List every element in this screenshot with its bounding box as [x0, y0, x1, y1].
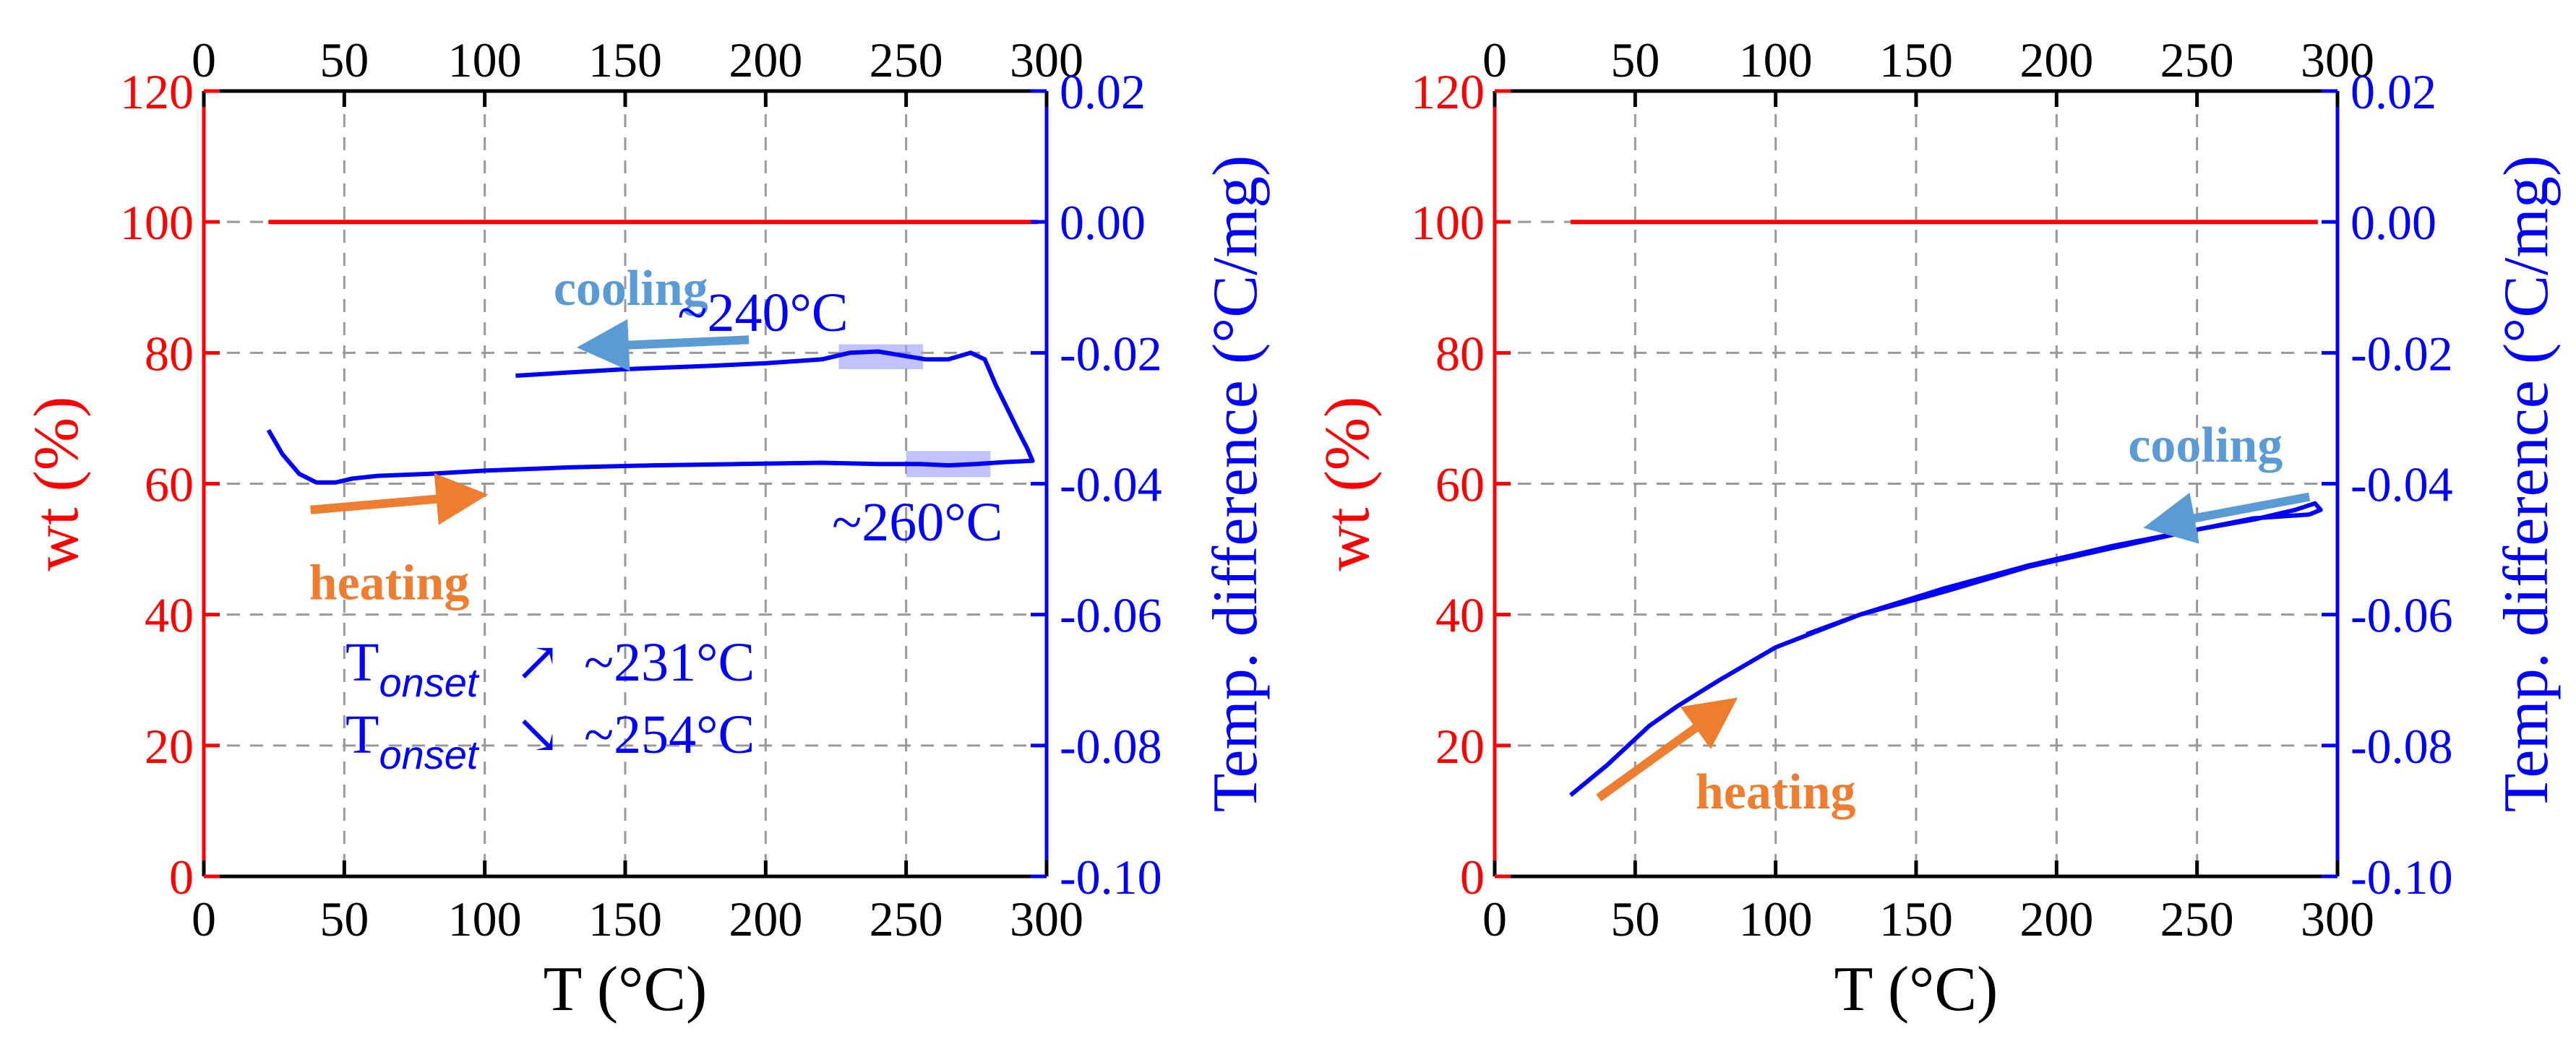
right-y-tick-label-right: -0.02: [2350, 326, 2453, 381]
left-y-tick-label-left: 20: [145, 719, 194, 774]
down-arrow-icon: ↘: [515, 704, 561, 765]
right-y-axis-title-right: Temp. difference (°C/mg): [2491, 155, 2562, 813]
left-y-tick-label-left: 0: [169, 850, 194, 905]
left-y-tick-label-right: -0.06: [1060, 588, 1162, 643]
left-x-tick-label-top: 200: [729, 33, 802, 87]
right-x-tick-label: 0: [1482, 892, 1507, 946]
right-x-tick-label-top: 300: [2301, 33, 2374, 87]
left-y-tick-label-left: 40: [145, 588, 194, 643]
right-y-tick-label-left: 120: [1411, 64, 1485, 119]
right-x-axis-title: T (°C): [1834, 954, 1998, 1024]
left-x-tick-label: 300: [1010, 892, 1083, 946]
left-x-tick-label: 200: [729, 892, 802, 946]
right-y-tick-label-left: 80: [1435, 326, 1485, 381]
right-y-tick-label-right: 0.00: [2350, 195, 2437, 250]
right-annotation-cooling: cooling: [2128, 418, 2283, 473]
right-x-tick-label: 150: [1879, 892, 1953, 946]
left-panel: 0050501001001501502002002502503003000204…: [22, 33, 1271, 1024]
left-x-tick-label-top: 150: [588, 33, 662, 87]
right-heating-arrow: [1596, 697, 1738, 802]
left-temp-diff-line: [266, 349, 1035, 485]
left-x-tick-label-top: 50: [319, 33, 369, 87]
left-y-tick-label-right: 0.00: [1060, 195, 1146, 250]
left-heating-arrow: [310, 473, 489, 525]
left-t-onset-label: Tonset: [345, 704, 480, 777]
left-x-tick-label: 100: [448, 892, 522, 946]
right-cooling-arrow: [2143, 492, 2311, 544]
right-y-tick-label-left: 60: [1435, 457, 1485, 512]
right-x-tick-label: 100: [1739, 892, 1813, 946]
right-x-tick-label-top: 0: [1482, 33, 1507, 87]
right-y-tick-label-right: -0.04: [2350, 457, 2453, 512]
right-x-tick-label: 300: [2301, 892, 2374, 946]
right-x-tick-label-top: 250: [2160, 33, 2234, 87]
right-y-axis-title-left: wt (%): [1313, 397, 1383, 571]
right-x-tick-label: 250: [2160, 892, 2234, 946]
right-x-tick-label: 50: [1610, 892, 1660, 946]
left-y-axis-title-left: wt (%): [22, 397, 92, 571]
left-y-axis-title-right: Temp. difference (°C/mg): [1201, 155, 1271, 813]
right-y-tick-label-left: 0: [1460, 850, 1485, 905]
left-y-tick-label-left: 120: [120, 64, 194, 119]
right-annotation-heating: heating: [1696, 764, 1856, 820]
left-cooling-arrow: [576, 319, 750, 371]
right-y-tick-label-right: 0.02: [2350, 64, 2437, 119]
right-x-tick-label: 200: [2019, 892, 2093, 946]
right-y-tick-label-right: -0.10: [2350, 850, 2453, 905]
left-y-tick-label-right: -0.10: [1060, 850, 1162, 905]
left-t-onset-label: Tonset: [345, 632, 480, 705]
left-x-tick-label-top: 0: [192, 33, 216, 87]
right-x-tick-label-top: 200: [2019, 33, 2093, 87]
left-y-tick-label-right: -0.08: [1060, 719, 1162, 774]
left-x-tick-label: 0: [192, 892, 216, 946]
left-x-tick-label-top: 100: [448, 33, 522, 87]
left-annotation-260C: ~260°C: [832, 492, 1003, 553]
left-x-tick-label: 250: [870, 892, 943, 946]
left-t-onset-value: ~231°C: [584, 632, 755, 693]
right-panel: 0050501001001501502002002502503003000204…: [1313, 33, 2562, 1024]
right-temp-diff-line: [1568, 501, 2323, 798]
right-x-tick-label-top: 150: [1879, 33, 1953, 87]
left-x-tick-label: 50: [319, 892, 369, 946]
left-x-axis-title: T (°C): [544, 954, 708, 1024]
left-x-tick-label-top: 250: [870, 33, 943, 87]
left-annotation-cooling: cooling: [554, 261, 708, 316]
left-y-tick-label-right: -0.02: [1060, 326, 1162, 381]
left-y-tick-label-left: 60: [145, 457, 194, 512]
right-y-tick-label-right: -0.08: [2350, 719, 2453, 774]
left-t-onset-value: ~254°C: [584, 704, 755, 765]
left-annotation-heating: heating: [309, 555, 470, 611]
right-x-tick-label-top: 50: [1610, 33, 1660, 87]
left-y-tick-label-right: 0.02: [1060, 64, 1146, 119]
left-x-tick-label: 150: [588, 892, 662, 946]
left-x-tick-label-top: 300: [1010, 33, 1083, 87]
up-arrow-icon: ↗: [515, 632, 561, 693]
right-x-tick-label-top: 100: [1739, 33, 1813, 87]
left-y-tick-label-left: 80: [145, 326, 194, 381]
right-y-tick-label-left: 20: [1435, 719, 1485, 774]
left-annotation-240C: ~240°C: [677, 282, 848, 343]
right-y-tick-label-left: 100: [1411, 195, 1485, 250]
left-y-tick-label-left: 100: [120, 195, 194, 250]
right-y-tick-label-left: 40: [1435, 588, 1485, 643]
right-y-tick-label-right: -0.06: [2350, 588, 2453, 643]
left-y-tick-label-right: -0.04: [1060, 457, 1162, 512]
